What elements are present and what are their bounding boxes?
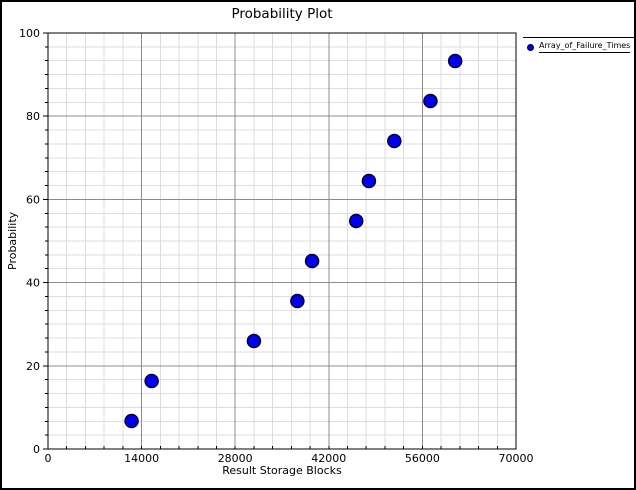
x-tick-label: 42000 [311, 452, 346, 465]
x-tick-label: 0 [45, 452, 52, 465]
data-point[interactable] [423, 93, 438, 109]
data-point[interactable] [361, 173, 377, 189]
y-tick-label: 40 [26, 277, 40, 290]
y-tick-label: 100 [19, 27, 40, 40]
y-tick-label: 80 [26, 110, 40, 123]
y-tick-label: 0 [33, 443, 40, 456]
y-tick-label: 20 [26, 360, 40, 373]
data-point[interactable] [387, 133, 402, 149]
x-tick-label: 28000 [218, 452, 253, 465]
legend: Array_of_Failure_Times [523, 37, 635, 53]
data-point[interactable] [144, 373, 159, 389]
x-tick-label: 14000 [124, 452, 159, 465]
legend-label: Array_of_Failure_Times [539, 41, 631, 53]
series-marker-icon [527, 43, 534, 51]
data-point[interactable] [447, 53, 463, 69]
data-point[interactable] [304, 253, 320, 269]
legend-item-array-of-failure-times[interactable]: Array_of_Failure_Times [523, 41, 635, 53]
x-axis-title: Result Storage Blocks [222, 464, 342, 477]
data-point[interactable] [246, 333, 262, 349]
x-tick-label: 56000 [405, 452, 440, 465]
chart-title: Probability Plot [231, 6, 333, 22]
y-axis-title: Probability [6, 211, 19, 271]
y-tick-label: 60 [26, 193, 40, 206]
data-point[interactable] [290, 293, 305, 309]
x-tick-label: 70000 [499, 452, 534, 465]
data-point[interactable] [348, 213, 364, 229]
data-point[interactable] [124, 413, 139, 429]
